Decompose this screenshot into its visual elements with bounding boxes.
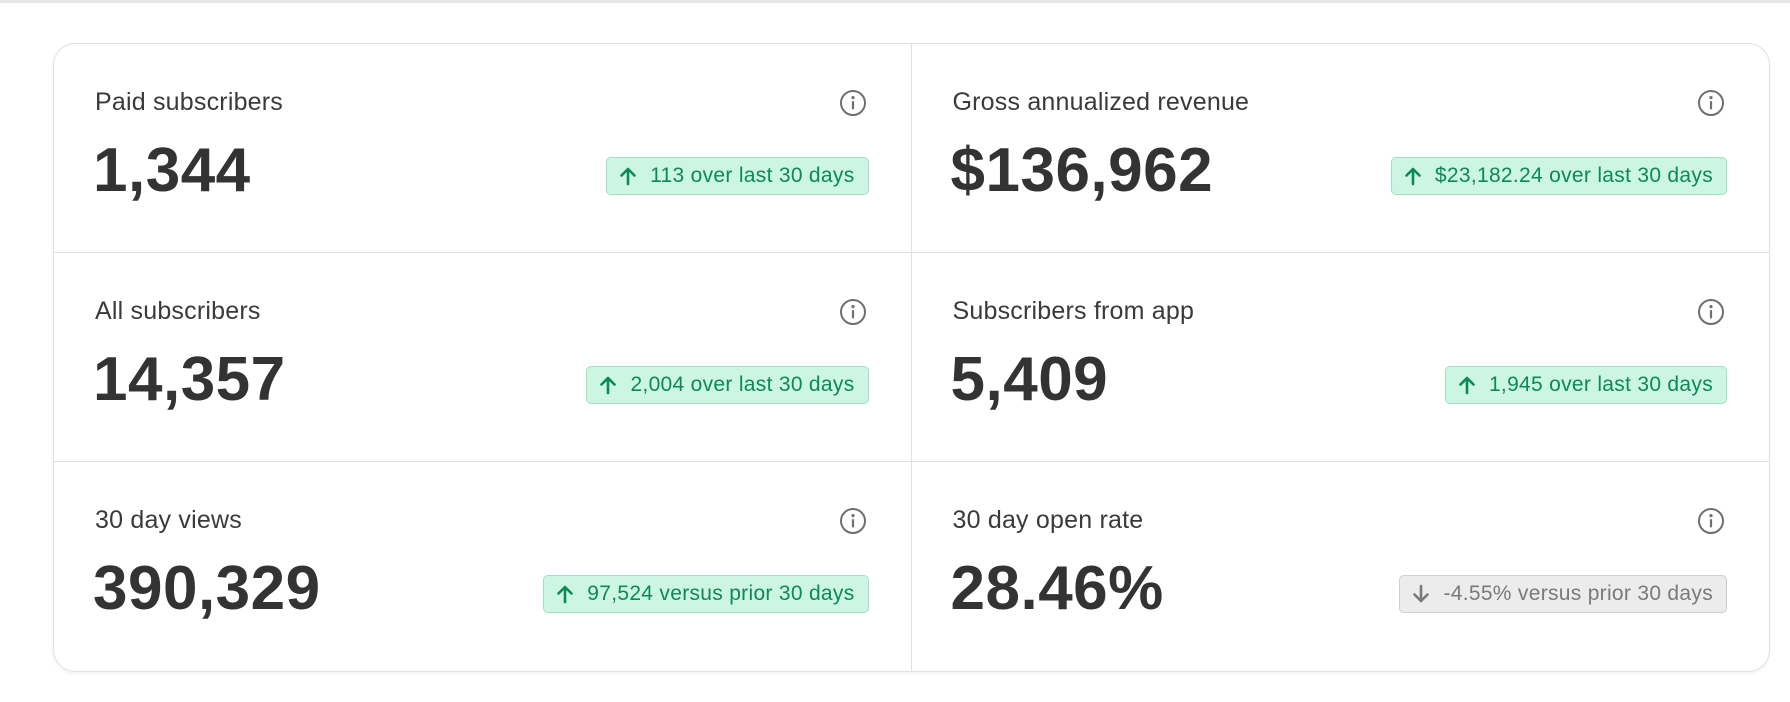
trend-text: 113 over last 30 days xyxy=(650,164,855,187)
stat-value: 5,409 xyxy=(950,345,1109,414)
trend-text: 2,004 over last 30 days xyxy=(630,373,855,396)
trend-badge: 1,945 over last 30 days xyxy=(1444,366,1727,404)
arrow-up-icon xyxy=(1459,376,1475,395)
stat-gross-annualized-revenue: Gross annualized revenue $136,962 $23,18… xyxy=(911,44,1769,253)
stat-30-day-views: 30 day views 390,329 97,524 versus prior… xyxy=(54,462,912,671)
stat-label: 30 day views xyxy=(95,506,242,534)
stat-value: 1,344 xyxy=(93,136,251,205)
top-divider xyxy=(0,0,1790,3)
arrow-up-icon xyxy=(557,585,574,604)
trend-badge: $23,182.24 over last 30 days xyxy=(1390,157,1727,195)
trend-text: 97,524 versus prior 30 days xyxy=(587,582,855,605)
trend-badge: 113 over last 30 days xyxy=(606,157,869,195)
stat-label: Gross annualized revenue xyxy=(952,88,1250,116)
stat-subscribers-from-app: Subscribers from app 5,409 1,945 over la… xyxy=(911,253,1769,462)
stat-label: Subscribers from app xyxy=(952,297,1195,325)
info-icon[interactable] xyxy=(1697,298,1725,326)
arrow-down-icon xyxy=(1413,584,1430,603)
trend-badge: 97,524 versus prior 30 days xyxy=(543,575,869,613)
info-icon[interactable] xyxy=(1697,507,1725,535)
stat-value: 28.46% xyxy=(950,554,1164,623)
info-icon[interactable] xyxy=(1697,89,1725,117)
trend-text: $23,182.24 over last 30 days xyxy=(1434,164,1713,187)
stat-value: 14,357 xyxy=(93,345,286,414)
trend-text: 1,945 over last 30 days xyxy=(1488,373,1713,396)
stat-value: 390,329 xyxy=(93,554,321,623)
stat-30-day-open-rate: 30 day open rate 28.46% -4.55% versus pr… xyxy=(912,462,1770,671)
stat-all-subscribers: All subscribers 14,357 2,004 over last 3… xyxy=(54,253,912,462)
stat-label: All subscribers xyxy=(95,297,261,325)
arrow-up-icon xyxy=(1405,167,1421,186)
stat-label: 30 day open rate xyxy=(952,506,1144,534)
stats-card: Paid subscribers 1,344 113 over last 30 … xyxy=(53,43,1770,672)
arrow-up-icon xyxy=(620,167,636,186)
trend-badge: 2,004 over last 30 days xyxy=(586,366,869,404)
trend-text: -4.55% versus prior 30 days xyxy=(1443,582,1713,605)
info-icon[interactable] xyxy=(839,89,867,117)
stat-paid-subscribers: Paid subscribers 1,344 113 over last 30 … xyxy=(54,44,912,253)
trend-badge: -4.55% versus prior 30 days xyxy=(1399,575,1727,613)
info-icon[interactable] xyxy=(839,298,867,326)
arrow-up-icon xyxy=(600,376,617,395)
info-icon[interactable] xyxy=(839,507,867,535)
stat-label: Paid subscribers xyxy=(95,88,284,116)
stat-value: $136,962 xyxy=(950,136,1214,205)
